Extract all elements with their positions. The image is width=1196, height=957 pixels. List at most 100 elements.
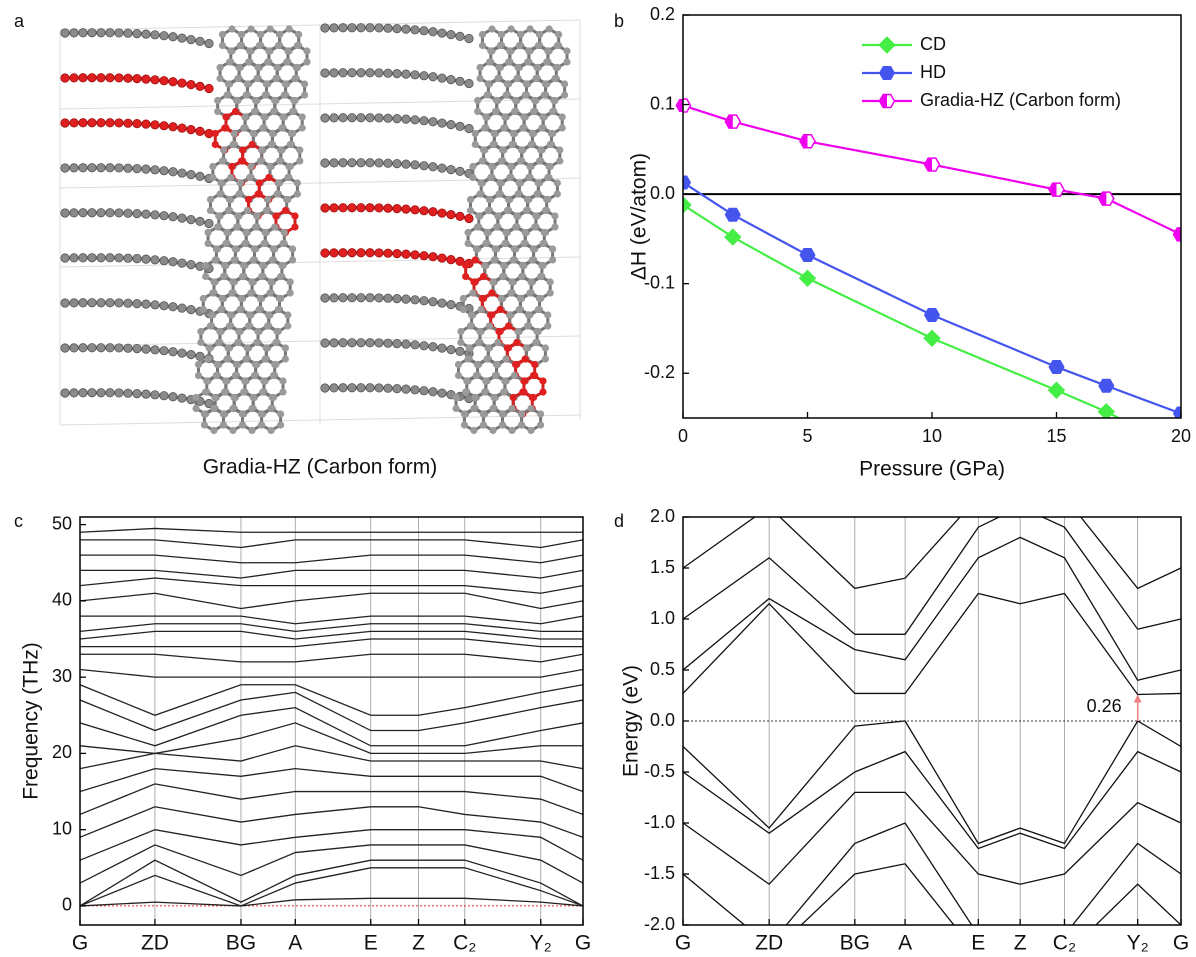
atom <box>200 410 208 418</box>
plot-area <box>683 98 1181 418</box>
x-tick-label: 10 <box>922 426 942 446</box>
atom <box>150 345 160 355</box>
atom <box>383 68 393 78</box>
atom <box>561 80 569 88</box>
atom <box>464 355 472 363</box>
atom <box>374 338 384 348</box>
atom <box>320 23 330 33</box>
atom <box>356 203 366 213</box>
atom <box>245 58 253 66</box>
atom <box>235 327 243 336</box>
atom <box>561 91 569 99</box>
atom <box>210 404 218 413</box>
atom <box>487 311 495 319</box>
atom <box>504 322 513 330</box>
atom <box>495 63 503 72</box>
atom <box>281 344 290 352</box>
atom <box>87 388 97 398</box>
atom <box>256 30 265 39</box>
legend-marker <box>878 36 896 54</box>
atom <box>105 73 115 83</box>
atom <box>257 421 266 429</box>
atom <box>236 41 244 50</box>
series-line <box>683 822 1181 925</box>
atom <box>268 256 276 264</box>
atom <box>293 41 302 50</box>
atom <box>514 327 522 336</box>
atom <box>522 80 531 88</box>
atom <box>277 146 285 154</box>
atom <box>252 223 260 231</box>
atom <box>205 344 213 352</box>
atom <box>505 58 513 66</box>
atom <box>242 91 250 99</box>
atom <box>204 38 214 49</box>
atom <box>392 158 402 169</box>
atom <box>464 239 472 248</box>
atom <box>261 355 269 363</box>
atom <box>526 162 534 171</box>
atom <box>455 31 465 42</box>
atom <box>478 294 486 303</box>
atom <box>250 245 259 253</box>
atom <box>374 113 384 123</box>
atom <box>177 258 187 268</box>
atom <box>168 257 178 267</box>
atom <box>320 113 330 123</box>
atom <box>476 190 484 198</box>
atom <box>296 146 304 154</box>
atom <box>212 245 220 253</box>
atom <box>338 338 348 348</box>
x-tick-label: G <box>675 932 691 955</box>
atom <box>514 190 522 198</box>
atom <box>537 146 545 154</box>
atom <box>267 140 275 149</box>
atom <box>186 260 196 270</box>
atom <box>523 322 532 330</box>
atom <box>216 63 224 72</box>
atom <box>527 278 535 286</box>
atom <box>224 206 232 215</box>
atom <box>195 216 205 227</box>
atom <box>209 173 217 182</box>
atom <box>264 58 272 66</box>
atom <box>96 388 106 398</box>
atom <box>186 35 196 45</box>
panel-label: c <box>14 511 23 531</box>
atom <box>534 179 542 187</box>
series-line <box>80 623 583 633</box>
y-tick-label: 50 <box>52 513 72 533</box>
atom <box>462 272 470 281</box>
atom <box>419 71 429 81</box>
atom <box>544 47 552 55</box>
atom <box>428 72 438 82</box>
atom <box>105 163 115 173</box>
atom <box>502 91 510 99</box>
atom <box>527 140 535 149</box>
series-line <box>683 517 1181 590</box>
atom <box>498 272 507 281</box>
atom <box>114 28 124 38</box>
atom <box>553 41 562 50</box>
atom <box>254 63 262 72</box>
atom <box>78 388 88 398</box>
atom <box>226 58 234 66</box>
x-tick-label: C₂ <box>1053 932 1076 955</box>
atom <box>545 25 553 33</box>
atom <box>365 383 375 393</box>
atom <box>272 338 280 347</box>
atom <box>263 322 272 330</box>
atom <box>490 256 498 264</box>
x-tick-label: Y₂ <box>1127 932 1149 955</box>
atom <box>60 163 70 173</box>
axes-frame <box>79 516 584 926</box>
atom <box>232 360 241 369</box>
atom <box>365 248 375 258</box>
atom <box>528 129 537 138</box>
atom <box>392 338 402 349</box>
atom <box>513 338 521 347</box>
atom <box>213 360 222 369</box>
atom <box>284 173 292 182</box>
atom <box>202 388 210 396</box>
atom <box>217 179 225 187</box>
